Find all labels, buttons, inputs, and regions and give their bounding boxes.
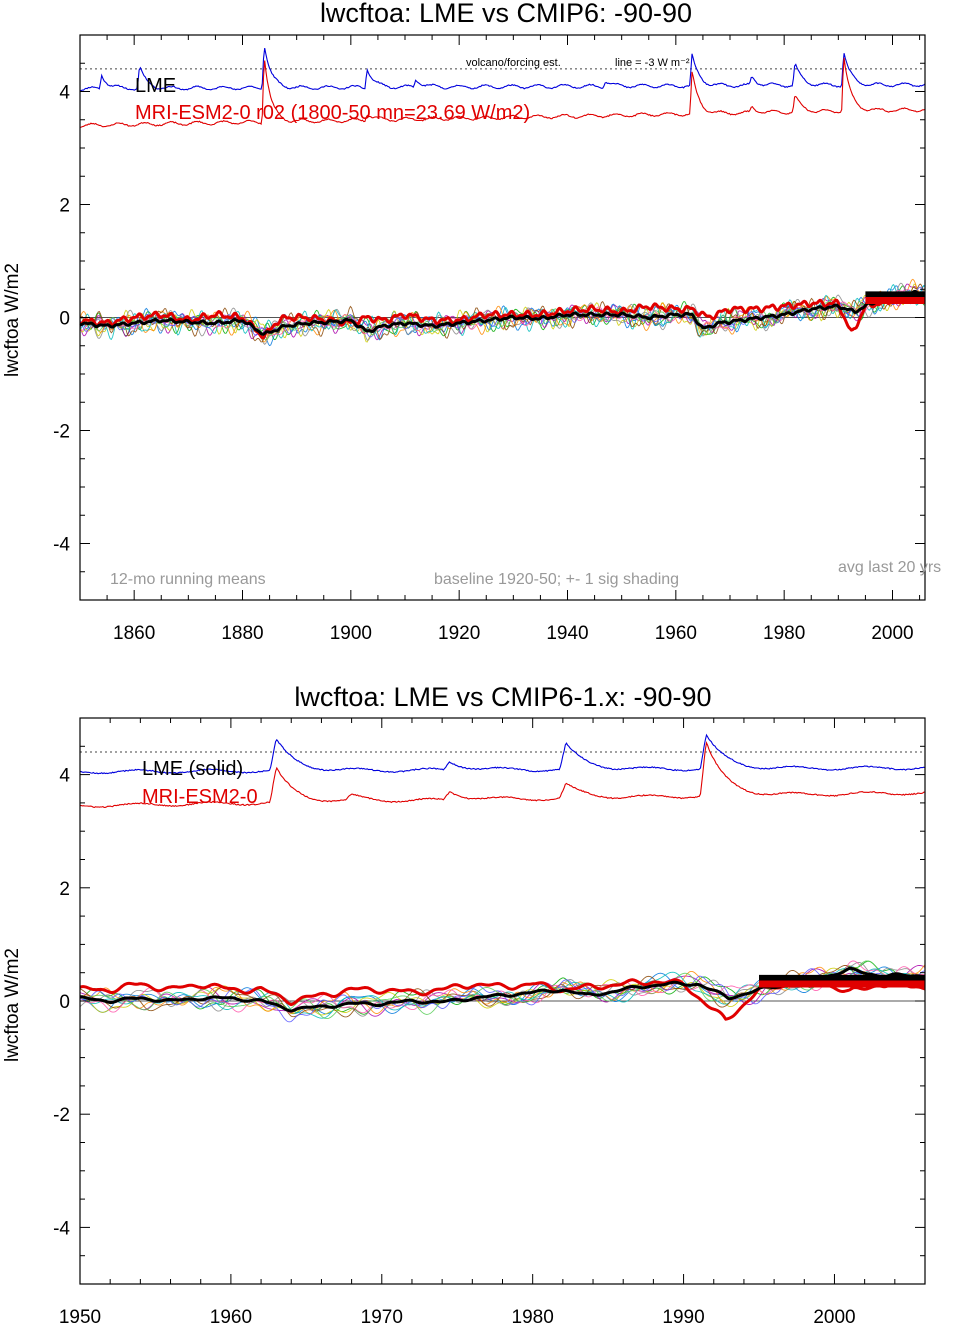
top-x-tick-label: 1940 <box>546 623 588 644</box>
bottom-chart-title: lwcftoa: LME vs CMIP6-1.x: -90-90 <box>294 682 711 712</box>
top-running-means-note: 12-mo running means <box>110 571 266 588</box>
bottom-y-tick-label: 4 <box>59 766 70 787</box>
bottom-ensemble-member-5 <box>79 961 926 1017</box>
top-legend-lme: LME <box>135 75 176 97</box>
top-forcing-curve-blue <box>79 47 926 92</box>
top-forcing-line-note: line = -3 W m⁻² <box>615 57 690 69</box>
top-y-tick-label: 2 <box>59 196 70 217</box>
bottom-x-tick-label: 2000 <box>813 1307 855 1325</box>
bottom-x-tick-label: 1970 <box>361 1307 403 1325</box>
top-axes: -4 -2 0 2 4 1860 1880 1900 1920 1940 1960 1980 2000 <box>53 34 925 644</box>
bottom-x-tick-label: 1950 <box>59 1307 101 1325</box>
bottom-axes: -4 -2 0 2 4 1950 1960 1970 1980 1990 2000 <box>53 717 926 1325</box>
bottom-panel: lwcftoa: LME vs CMIP6-1.x: -90-90 -4 -2 0 2… <box>2 682 926 1325</box>
top-forcing-curve-red <box>79 57 926 128</box>
top-ensemble-member-4 <box>79 283 926 343</box>
bottom-y-tick-label: -4 <box>53 1218 70 1239</box>
top-series-layer <box>79 47 926 347</box>
top-x-tick-label: 1900 <box>330 623 372 644</box>
top-y-axis-label: lwcftoa W/m2 <box>2 263 23 377</box>
top-forcing-note: volcano/forcing est. <box>466 57 561 69</box>
top-x-tick-label: 1980 <box>763 623 805 644</box>
bottom-x-tick-label: 1980 <box>512 1307 554 1325</box>
bottom-x-tick-label: 1960 <box>210 1307 252 1325</box>
top-y-tick-label: -4 <box>53 535 70 556</box>
bottom-y-tick-label: 0 <box>59 992 70 1013</box>
top-x-tick-label: 1880 <box>221 623 263 644</box>
top-x-tick-label: 1920 <box>438 623 480 644</box>
top-legend-model: MRI-ESM2-0 r02 (1800-50 mn=23.69 W/m2) <box>135 102 530 124</box>
top-x-tick-label: 1960 <box>655 623 697 644</box>
top-lme-mean-curve <box>79 289 926 336</box>
top-chart-title: lwcftoa: LME vs CMIP6: -90-90 <box>320 0 692 28</box>
bottom-ensemble-member-6 <box>79 964 926 1015</box>
top-panel: lwcftoa: LME vs CMIP6: -90-90 -4 -2 0 2 4 186… <box>2 0 941 644</box>
bottom-series-layer <box>79 733 926 1023</box>
bottom-y-tick-label: 2 <box>59 879 70 900</box>
top-x-tick-label: 1860 <box>113 623 155 644</box>
bottom-forcing-curve-blue <box>80 733 926 775</box>
bottom-y-axis-label: lwcftoa W/m2 <box>2 948 23 1062</box>
bottom-legend-model: MRI-ESM2-0 <box>142 786 258 808</box>
bottom-forcing-curve-red <box>79 740 926 808</box>
top-model-curve <box>79 295 926 340</box>
top-ensemble-member-11 <box>79 290 926 341</box>
top-avg-last-note: avg last 20 yrs <box>838 559 941 576</box>
bottom-x-tick-label: 1990 <box>662 1307 704 1325</box>
top-y-tick-label: 4 <box>59 83 70 104</box>
top-y-tick-label: 0 <box>59 309 70 330</box>
top-x-tick-label: 2000 <box>871 623 913 644</box>
top-y-tick-label: -2 <box>53 422 70 443</box>
bottom-y-tick-label: -2 <box>53 1105 70 1126</box>
top-baseline-note: baseline 1920-50; +- 1 sig shading <box>434 571 679 588</box>
bottom-legend-lme: LME (solid) <box>142 758 243 780</box>
